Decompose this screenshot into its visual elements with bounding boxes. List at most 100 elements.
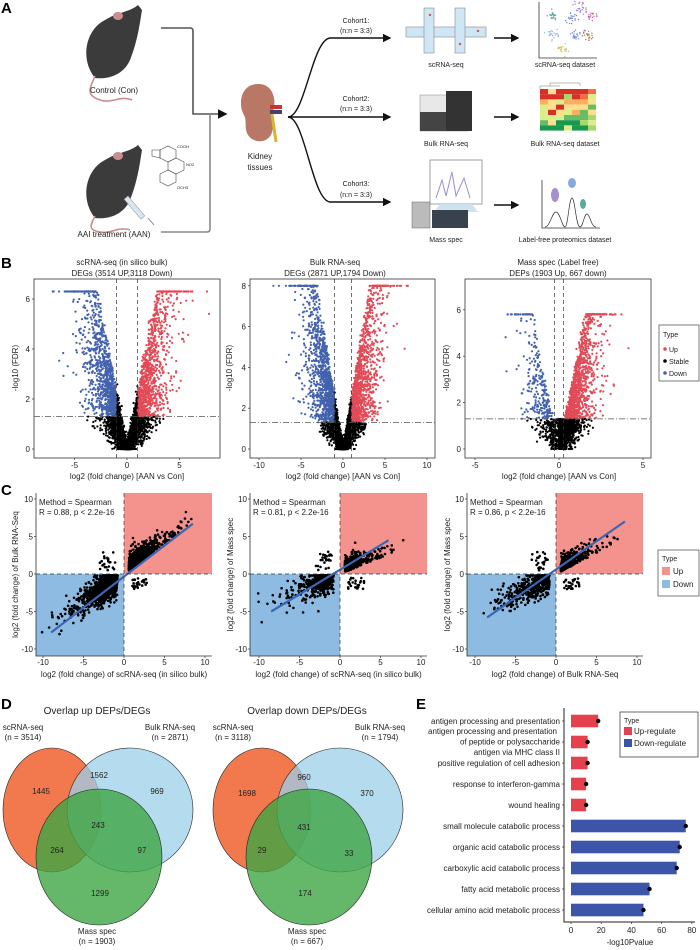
bulk-dataset-label: Bulk RNA-seq dataset [531, 141, 600, 148]
up-point [144, 352, 147, 355]
up-point [157, 350, 160, 353]
up-point [158, 365, 161, 368]
heatmap-cell [572, 99, 580, 105]
tsne-point [566, 22, 568, 24]
down-point [81, 404, 84, 407]
tsne-point [590, 14, 592, 16]
heatmap-cell [540, 104, 548, 110]
tsne-point [581, 9, 583, 11]
down-point [83, 292, 86, 295]
down-point [98, 399, 101, 402]
stable-point [136, 441, 139, 444]
up-point [151, 333, 154, 336]
tsne-point [556, 28, 558, 31]
down-point [98, 315, 101, 318]
up-point [165, 323, 168, 326]
up-point [161, 341, 164, 344]
down-point [107, 409, 111, 412]
down-point [81, 347, 84, 350]
tsne-point [595, 13, 598, 15]
up-point [160, 320, 163, 323]
up-point [158, 394, 161, 398]
up-point [376, 410, 379, 413]
stable-point [106, 439, 109, 442]
stable-point [120, 447, 123, 451]
tsne-point [551, 17, 553, 20]
stable-point [110, 442, 113, 445]
heatmap-cell [588, 89, 596, 95]
down-point [101, 408, 104, 411]
up-point [154, 319, 157, 322]
stable-point [124, 447, 127, 451]
up-point [163, 357, 166, 361]
stable-point [110, 418, 113, 421]
heatmap-cell [588, 125, 596, 131]
down-point [93, 371, 96, 375]
down-point [96, 362, 99, 365]
up-point [174, 318, 177, 321]
x-tick-label: -5 [71, 461, 79, 470]
stable-point [111, 424, 114, 427]
down-point [104, 395, 107, 398]
tsne-point [573, 37, 576, 39]
down-point [85, 393, 88, 396]
up-point [157, 377, 160, 380]
up-point [150, 341, 153, 344]
stable-point [87, 415, 90, 418]
down-point [104, 388, 107, 391]
up-point [155, 317, 158, 320]
stable-point [99, 424, 102, 427]
stable-point [101, 428, 104, 431]
up-point [153, 328, 156, 331]
tsne-point [559, 46, 561, 49]
heatmap-cell [548, 99, 556, 105]
tsne-point [596, 15, 598, 17]
tsne-point [552, 16, 555, 19]
stable-point [103, 424, 106, 427]
down-point [111, 372, 114, 375]
stable-point [145, 422, 149, 425]
up-point [140, 414, 143, 417]
down-point [94, 336, 98, 339]
up-point [182, 318, 185, 321]
up-point [381, 293, 384, 297]
down-point [96, 390, 100, 393]
down-point [94, 343, 97, 346]
up-point [169, 379, 172, 382]
up-point [137, 392, 140, 395]
panel-label-b: B [1, 255, 12, 272]
down-point [92, 316, 95, 319]
tsne-point [582, 13, 585, 16]
down-point [79, 327, 82, 330]
down-point [93, 301, 97, 305]
tsne-point [543, 32, 546, 34]
stable-point [162, 417, 165, 420]
down-point [71, 333, 75, 336]
down-point [104, 367, 107, 370]
up-point [378, 401, 381, 404]
down-point [94, 352, 97, 355]
down-point [101, 360, 104, 363]
down-point [114, 395, 117, 398]
down-point [87, 292, 90, 295]
down-point [76, 300, 79, 304]
stable-point [141, 442, 144, 445]
down-point [84, 408, 87, 411]
up-point [177, 332, 180, 335]
down-point [84, 306, 87, 310]
tsne-point [581, 4, 583, 6]
tsne-point [572, 4, 574, 6]
tsne-point [564, 42, 566, 45]
down-point [114, 407, 117, 410]
down-point [104, 339, 107, 342]
up-point [149, 351, 152, 354]
tsne-point [588, 17, 590, 19]
up-point [140, 411, 143, 414]
up-point [150, 318, 153, 321]
stable-point [133, 445, 136, 448]
up-point [146, 393, 149, 396]
up-point [145, 389, 148, 392]
down-point [88, 384, 91, 387]
up-point [371, 340, 374, 343]
down-point [89, 363, 92, 366]
